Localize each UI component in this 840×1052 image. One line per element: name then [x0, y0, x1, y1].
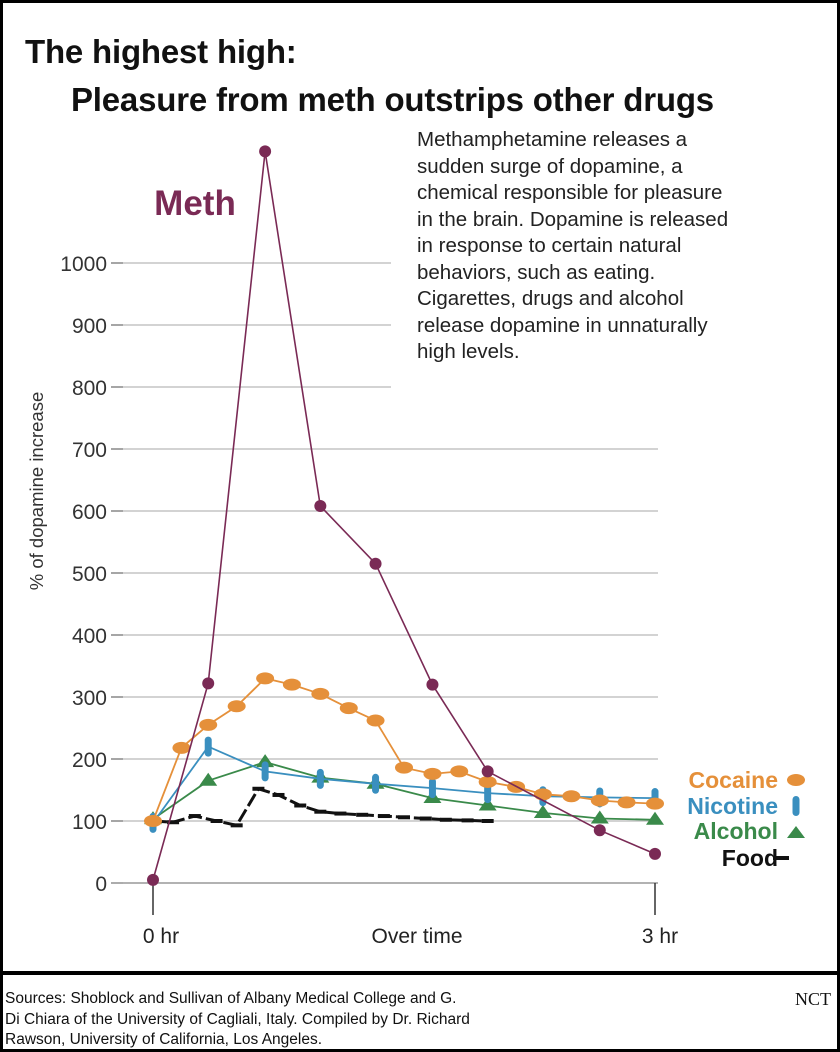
series-line-nicotine — [152, 745, 656, 824]
data-point-cocaine — [339, 702, 358, 715]
y-tick-label: 300 — [72, 687, 107, 710]
data-point-meth — [426, 678, 439, 691]
data-point-nicotine — [316, 768, 324, 789]
data-point-cocaine — [227, 700, 246, 713]
data-point-meth — [259, 145, 272, 158]
legend-marker-cocaine — [787, 774, 805, 786]
description-line: Cigarettes, drugs and alcohol — [417, 287, 684, 310]
data-point-cocaine — [256, 672, 275, 685]
sources-text: Sources: Shoblock and Sullivan of Albany… — [5, 989, 470, 1049]
data-point-cocaine — [617, 796, 636, 809]
data-point-cocaine — [282, 678, 301, 691]
description-line: chemical responsible for pleasure — [417, 181, 723, 204]
data-point-cocaine — [562, 790, 581, 803]
x-tick-label: Over time — [371, 925, 462, 948]
y-tick-label: 200 — [72, 749, 107, 772]
data-point-cocaine — [423, 767, 442, 780]
legend-marker-alcohol — [787, 826, 805, 838]
data-point-cocaine — [172, 741, 191, 754]
chart-title-line1: The highest high: — [25, 33, 297, 70]
data-point-nicotine — [372, 773, 380, 794]
data-point-cocaine — [533, 788, 552, 801]
y-tick-label: 100 — [72, 811, 107, 834]
data-point-cocaine — [590, 794, 609, 807]
y-tick-label: 400 — [72, 625, 107, 648]
x-tick-label: 0 hr — [143, 925, 179, 948]
description-line: release dopamine in unnaturally — [417, 313, 708, 337]
series-line-food — [152, 787, 488, 827]
credit-label: NCT — [795, 989, 831, 1009]
y-tick-label: 500 — [72, 563, 107, 586]
x-tick-label: 3 hr — [642, 925, 678, 948]
description-text: Methamphetamine releases a sudden surge … — [417, 127, 827, 366]
data-point-meth — [481, 765, 494, 778]
y-axis-label: % of dopamine increase — [26, 392, 47, 590]
data-point-alcohol — [590, 810, 609, 824]
data-point-cocaine — [366, 714, 385, 727]
data-point-cocaine — [646, 797, 664, 810]
y-tick-label: 1000 — [60, 253, 107, 276]
data-point-cocaine — [144, 815, 162, 827]
y-tick-label: 600 — [72, 501, 107, 524]
data-point-nicotine — [261, 761, 269, 782]
description-line: behaviors, such as eating. — [417, 260, 656, 284]
y-tick-label: 900 — [72, 315, 107, 338]
footer-divider — [3, 971, 837, 975]
data-point-meth — [147, 873, 159, 886]
data-point-meth — [649, 847, 661, 860]
chart-title-line2: Pleasure from meth outstrips other drugs — [71, 81, 714, 118]
y-tick-label: 800 — [72, 377, 107, 400]
data-point-cocaine — [311, 687, 330, 700]
series-label-meth: Meth — [154, 184, 236, 223]
description-line: in the brain. Dopamine is released — [417, 207, 729, 231]
legend-label-cocaine: Cocaine — [689, 767, 778, 793]
y-tick-label: 0 — [95, 873, 107, 896]
data-point-nicotine — [204, 736, 212, 757]
data-point-alcohol — [646, 811, 664, 825]
series-line-cocaine — [152, 677, 656, 822]
data-point-meth — [202, 677, 215, 690]
data-point-nicotine — [484, 783, 492, 804]
data-point-nicotine — [428, 778, 436, 799]
sources-line: Di Chiara of the University of Cagliali,… — [5, 1010, 470, 1028]
data-point-meth — [314, 500, 327, 513]
data-point-cocaine — [478, 775, 497, 788]
legend-label-nicotine: Nicotine — [687, 793, 778, 819]
data-point-alcohol — [199, 772, 218, 786]
data-point-alcohol — [256, 754, 275, 768]
description-line: high levels. — [417, 340, 520, 363]
legend-label-food: Food — [722, 845, 778, 871]
description-line: Methamphetamine releases a — [417, 128, 688, 151]
data-point-alcohol — [478, 797, 497, 811]
legend-marker-nicotine — [792, 796, 800, 816]
data-point-cocaine — [450, 765, 469, 778]
dopamine-chart: 0 100 200 300 400 500 600 700 800 900 1000 0 hr Over… — [26, 145, 805, 948]
legend-label-alcohol: Alcohol — [694, 818, 778, 844]
y-tick-label: 700 — [72, 439, 107, 462]
data-point-meth — [369, 557, 382, 570]
description-line: in response to certain natural — [417, 234, 682, 257]
data-point-cocaine — [395, 761, 413, 774]
description-line: sudden surge of dopamine, a — [417, 154, 683, 178]
data-point-meth — [593, 824, 606, 837]
sources-line: Sources: Shoblock and Sullivan of Albany… — [5, 990, 457, 1007]
data-point-alcohol — [533, 804, 552, 818]
sources-line: Rawson, University of California, Los An… — [5, 1031, 323, 1048]
data-point-cocaine — [199, 718, 218, 731]
